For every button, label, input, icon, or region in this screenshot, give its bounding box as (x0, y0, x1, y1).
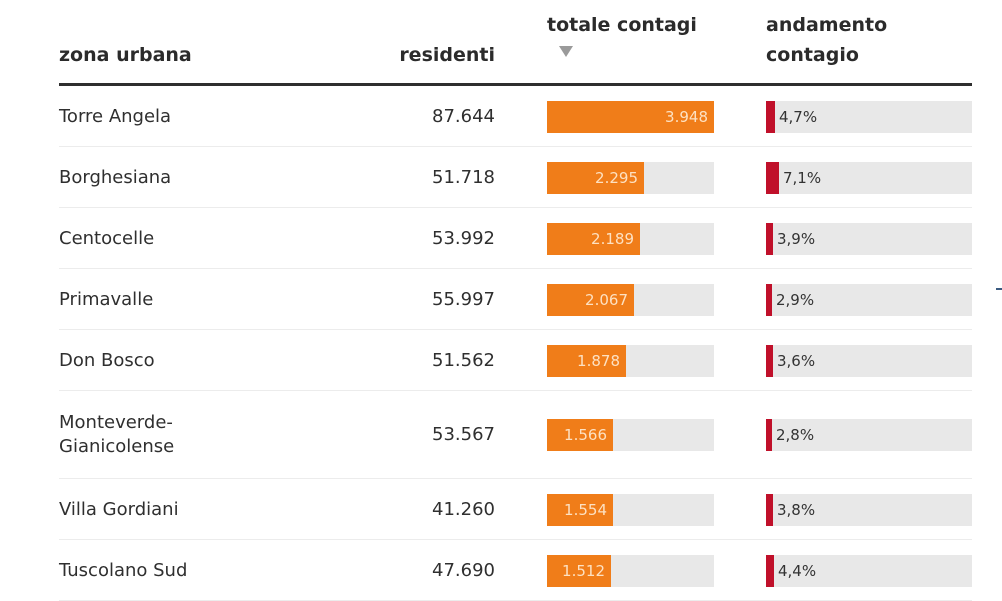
residents-value: 51.562 (432, 350, 495, 371)
zone-name: Centocelle (59, 228, 155, 249)
zone-name: Primavalle (59, 289, 154, 310)
trend-label: 4,4% (778, 562, 817, 580)
trend-bar (766, 162, 779, 194)
trend-track: 4,4% (766, 555, 972, 587)
total-cases-label: 2.067 (585, 291, 628, 309)
total-cases-label: 1.878 (577, 352, 620, 370)
residents-value: 51.718 (432, 167, 495, 188)
residents-value: 41.260 (432, 499, 495, 520)
zone-name: Monteverde- Gianicolense (59, 411, 174, 459)
table-row: Borghesiana 51.718 2.295 7,1% (59, 147, 972, 208)
total-cases-label: 3.948 (665, 108, 708, 126)
table-body: Torre Angela 87.644 3.948 4,7% Borghesiana 51… (59, 86, 972, 601)
total-cases-label: 1.554 (564, 501, 607, 519)
total-cases-bar: 3.948 (547, 101, 714, 133)
trend-bar (766, 223, 773, 255)
table-row: Primavalle 55.997 2.067 2,9% (59, 269, 972, 330)
residents-value: 55.997 (432, 289, 495, 310)
table-row: Monteverde- Gianicolense 53.567 1.566 2,8% (59, 391, 972, 479)
total-cases-track: 1.512 (547, 555, 714, 587)
total-cases-track: 1.566 (547, 419, 714, 451)
zone-name-line: Gianicolense (59, 436, 175, 457)
total-cases-track: 2.189 (547, 223, 714, 255)
total-cases-label: 2.189 (591, 230, 634, 248)
total-cases-label: 1.512 (562, 562, 605, 580)
trend-label: 4,7% (779, 108, 818, 126)
trend-label: 3,9% (777, 230, 816, 248)
total-cases-track: 1.878 (547, 345, 714, 377)
trend-bar (766, 419, 772, 451)
residents-value: 47.690 (432, 560, 495, 581)
trend-label: 3,8% (777, 501, 816, 519)
total-cases-track: 1.554 (547, 494, 714, 526)
trend-track: 3,9% (766, 223, 972, 255)
trend-label: 7,1% (783, 169, 822, 187)
total-cases-bar: 2.295 (547, 162, 644, 194)
table-row: Torre Angela 87.644 3.948 4,7% (59, 86, 972, 147)
zone-name: Tuscolano Sud (59, 560, 188, 581)
total-cases-bar: 2.067 (547, 284, 634, 316)
trend-bar (766, 284, 772, 316)
trend-track: 3,6% (766, 345, 972, 377)
column-header-zone[interactable]: zona urbana (59, 44, 192, 66)
total-cases-track: 3.948 (547, 101, 714, 133)
total-cases-bar: 1.554 (547, 494, 613, 526)
trend-track: 2,9% (766, 284, 972, 316)
total-cases-track: 2.067 (547, 284, 714, 316)
table-row: Tuscolano Sud 47.690 1.512 4,4% (59, 540, 972, 601)
table-row: Don Bosco 51.562 1.878 3,6% (59, 330, 972, 391)
trend-label: 2,8% (776, 426, 815, 444)
trend-label: 2,9% (776, 291, 815, 309)
column-header-trend-line: contagio (766, 44, 859, 66)
zone-name: Torre Angela (59, 106, 172, 127)
zone-name: Don Bosco (59, 350, 155, 371)
column-header-total-cases[interactable]: totale contagi (547, 14, 697, 36)
table-row: Villa Gordiani 41.260 1.554 3,8% (59, 479, 972, 540)
trend-label: 3,6% (777, 352, 816, 370)
trend-track: 4,7% (766, 101, 972, 133)
residents-value: 53.992 (432, 228, 495, 249)
total-cases-bar: 1.878 (547, 345, 626, 377)
trend-bar (766, 555, 774, 587)
total-cases-track: 2.295 (547, 162, 714, 194)
residents-value: 87.644 (432, 106, 495, 127)
total-cases-bar: 1.512 (547, 555, 611, 587)
trend-track: 7,1% (766, 162, 972, 194)
sort-descending-icon[interactable] (559, 46, 573, 57)
residents-value: 53.567 (432, 424, 495, 445)
trend-bar (766, 345, 773, 377)
contagion-table: zona urbana residenti totale contagi and… (59, 0, 972, 601)
trend-track: 3,8% (766, 494, 972, 526)
total-cases-bar: 2.189 (547, 223, 640, 255)
total-cases-label: 2.295 (595, 169, 638, 187)
table-header: zona urbana residenti totale contagi and… (59, 0, 972, 86)
zone-name: Borghesiana (59, 167, 172, 188)
trend-track: 2,8% (766, 419, 972, 451)
total-cases-label: 1.566 (564, 426, 607, 444)
column-header-trend-line: andamento (766, 14, 888, 36)
zone-name: Villa Gordiani (59, 499, 179, 520)
trend-bar (766, 494, 773, 526)
trend-bar (766, 101, 775, 133)
table-row: Centocelle 53.992 2.189 3,9% (59, 208, 972, 269)
column-header-residents[interactable]: residenti (399, 44, 495, 66)
total-cases-bar: 1.566 (547, 419, 613, 451)
scroll-indicator (996, 288, 1002, 290)
column-header-trend[interactable]: andamento contagio (766, 10, 916, 70)
zone-name-line: Monteverde- (59, 412, 173, 433)
